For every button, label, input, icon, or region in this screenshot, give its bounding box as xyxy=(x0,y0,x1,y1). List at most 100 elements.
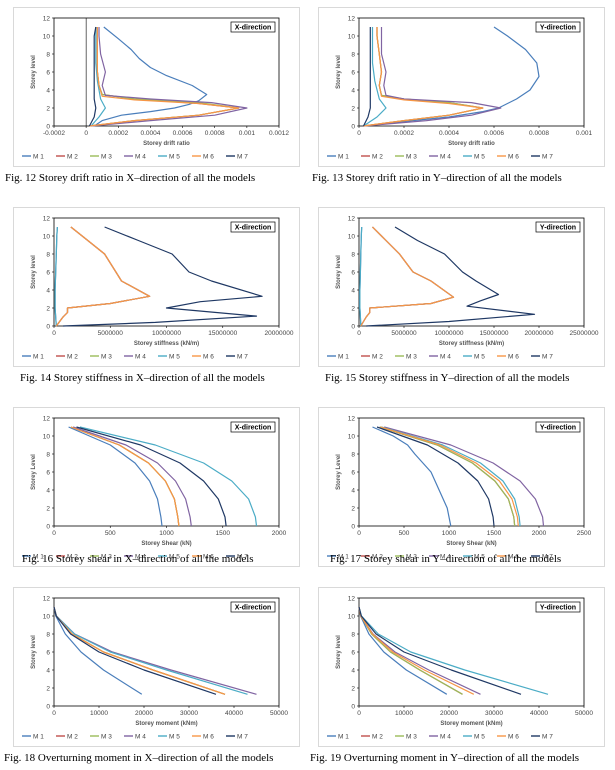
fig17-caption: Fig. 17 Storey shear in Y–direction of a… xyxy=(330,553,562,565)
legend-label: M 5 xyxy=(169,153,180,160)
y-axis-label: Storey level xyxy=(336,255,342,289)
x-tick-label: 0.001 xyxy=(576,130,593,137)
legend-label: M 3 xyxy=(406,153,417,160)
series-line-4 xyxy=(384,426,545,527)
plot-area xyxy=(358,217,585,327)
y-tick-label: 4 xyxy=(46,487,50,494)
x-tick-label: 0.0012 xyxy=(269,130,289,137)
x-tick-label: 0 xyxy=(357,530,361,537)
fig18-caption: Fig. 18 Overturning moment in X–directio… xyxy=(4,752,274,764)
series-line-3 xyxy=(379,426,516,527)
direction-label: Y-direction xyxy=(540,425,576,432)
y-tick-label: 2 xyxy=(46,305,50,312)
y-tick-label: 2 xyxy=(46,685,50,692)
y-tick-label: 0 xyxy=(46,123,50,130)
direction-label: Y-direction xyxy=(540,25,576,32)
y-tick-label: 8 xyxy=(46,51,50,58)
legend-label: M 3 xyxy=(101,553,112,560)
legend-label: M 2 xyxy=(372,353,383,360)
x-tick-label: 500 xyxy=(399,530,410,537)
series-line-3 xyxy=(89,27,240,127)
legend-label: M 5 xyxy=(169,733,180,740)
x-tick-label: 20000 xyxy=(440,710,458,717)
x-tick-label: 0 xyxy=(52,530,56,537)
x-tick-label: 5000000 xyxy=(391,330,417,337)
y-axis-label: Storey level xyxy=(336,635,342,669)
y-tick-label: 10 xyxy=(348,33,356,40)
legend-label: M 2 xyxy=(67,553,78,560)
series-line-1 xyxy=(68,426,163,527)
y-tick-label: 8 xyxy=(351,51,355,58)
y-tick-label: 2 xyxy=(351,685,355,692)
y-tick-label: 0 xyxy=(351,323,355,330)
y-axis-label: Storey Level xyxy=(31,454,37,490)
x-tick-label: 15000000 xyxy=(208,330,237,337)
series-line-2 xyxy=(360,226,455,327)
y-axis-label: Storey level xyxy=(31,55,37,89)
x-tick-label: 0.0006 xyxy=(173,130,193,137)
legend-label: M 6 xyxy=(203,153,214,160)
direction-label-box xyxy=(230,421,276,433)
direction-label: Y-direction xyxy=(540,225,576,232)
fig14-caption: Fig. 14 Storey stiffness in X–direction … xyxy=(20,372,265,384)
x-tick-label: 0.0008 xyxy=(205,130,225,137)
series-line-2 xyxy=(89,27,240,127)
x-tick-label: 1500 xyxy=(487,530,502,537)
legend-label: M 4 xyxy=(440,153,451,160)
legend-label: M 1 xyxy=(338,353,349,360)
x-tick-label: 500 xyxy=(105,530,116,537)
legend-label: M 2 xyxy=(67,353,78,360)
series-line-5 xyxy=(79,426,258,527)
legend-label: M 6 xyxy=(508,353,519,360)
x-tick-label: -0.0002 xyxy=(43,130,65,137)
series-line-6 xyxy=(70,426,180,527)
y-tick-label: 6 xyxy=(46,69,50,76)
legend-label: M 4 xyxy=(135,153,146,160)
y-tick-label: 10 xyxy=(43,613,51,620)
direction-label-box xyxy=(535,221,581,233)
fig16-chart-frame: 0 2 4 6 8 10 12 0 500 1000 1500 2000 Storey Shear (k… xyxy=(13,407,300,567)
legend-label: M 1 xyxy=(338,153,349,160)
y-tick-label: 8 xyxy=(351,451,355,458)
x-tick-label: 0.0004 xyxy=(439,130,459,137)
x-axis-label: Storey moment (kNm) xyxy=(135,721,197,727)
series-line-4 xyxy=(360,226,455,327)
legend-label: M 3 xyxy=(406,553,417,560)
y-tick-label: 6 xyxy=(351,69,355,76)
legend-label: M 7 xyxy=(237,153,248,160)
x-tick-label: 1000 xyxy=(442,530,457,537)
series-line-3 xyxy=(70,426,180,527)
x-tick-label: 10000000 xyxy=(435,330,464,337)
y-tick-label: 6 xyxy=(46,649,50,656)
direction-label: X-direction xyxy=(235,225,272,232)
y-axis-label: Storey level xyxy=(31,255,37,289)
series-line-6 xyxy=(380,426,519,527)
fig18-chart: 0 2 4 6 8 10 12 0 10000 20000 30000 40000 50000 Store… xyxy=(22,595,288,740)
legend-label: M 1 xyxy=(33,553,44,560)
fig15-caption: Fig. 15 Storey stiffness in Y–direction … xyxy=(325,372,570,384)
series-line-7 xyxy=(376,426,495,527)
y-axis-label: Storey Level xyxy=(336,454,342,490)
plot-area xyxy=(358,417,585,527)
series-line-3 xyxy=(55,226,151,327)
x-tick-label: 20000 xyxy=(135,710,153,717)
series-line-1 xyxy=(93,26,208,127)
legend-label: M 1 xyxy=(33,733,44,740)
legend-label: M 6 xyxy=(508,553,519,560)
x-axis-label: Storey stiffness (kN/m) xyxy=(134,341,199,347)
legend-label: M 6 xyxy=(203,353,214,360)
fig14-chart: 0 2 4 6 8 10 12 0 5000000 10000000 15000000 2000000… xyxy=(22,215,294,360)
legend-label: M 3 xyxy=(406,353,417,360)
x-tick-label: 0 xyxy=(357,330,361,337)
legend-label: M 2 xyxy=(67,153,78,160)
x-tick-label: 25000000 xyxy=(570,330,599,337)
y-tick-label: 4 xyxy=(46,287,50,294)
direction-label-box xyxy=(535,601,581,613)
series-line-1 xyxy=(363,26,540,127)
fig16-caption: Fig. 16 Storey shear in X–direction of a… xyxy=(22,553,254,565)
series-line-4 xyxy=(90,27,248,127)
series-line-5 xyxy=(381,426,521,527)
series-line-5 xyxy=(54,226,58,327)
x-tick-label: 0.001 xyxy=(239,130,256,137)
